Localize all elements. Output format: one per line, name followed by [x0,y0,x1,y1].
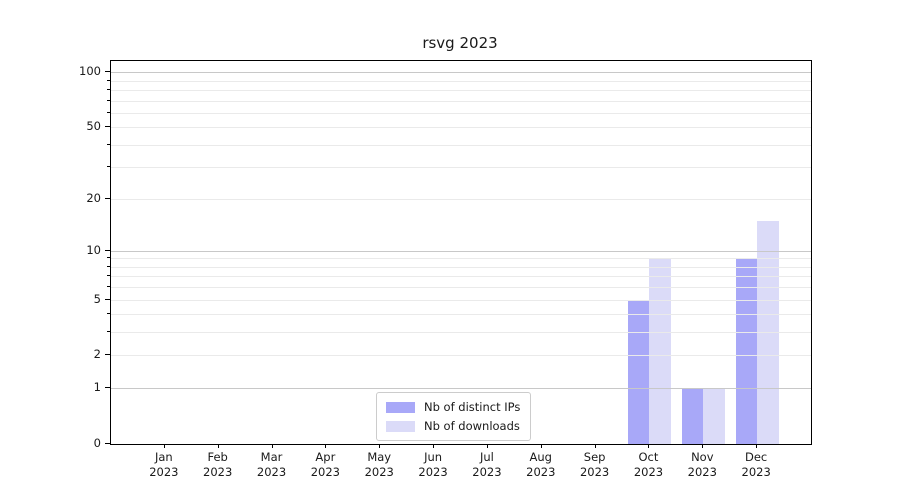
y-minor-tick-mark [107,197,110,199]
minor-gridline [111,144,811,146]
x-tick-mark [756,444,758,448]
minor-gridline [111,266,811,268]
x-tick-label: Jun 2023 [418,450,448,479]
chart-title: rsvg 2023 [422,34,498,52]
legend-label: Nb of downloads [424,419,520,433]
x-tick-mark [163,444,165,448]
minor-gridline [111,332,811,334]
y-tick-mark [105,249,110,251]
y-tick-mark [105,443,110,444]
x-tick-label: Mar 2023 [256,450,287,479]
x-tick-mark [379,444,381,448]
x-tick-mark [648,444,650,448]
x-tick-label: Oct 2023 [633,450,664,479]
bar-downloads [703,388,725,444]
y-minor-tick-mark [107,166,110,168]
x-tick-label: Feb 2023 [203,450,233,479]
minor-gridline [111,198,811,200]
legend-row: Nb of downloads [386,419,520,433]
legend: Nb of distinct IPs Nb of downloads [376,392,532,441]
y-tick-mark [105,71,110,73]
minor-gridline [111,355,811,357]
bar-distinct-ips [735,258,758,444]
x-tick-label: Aug 2023 [526,450,556,479]
y-minor-tick-mark [107,286,110,288]
minor-gridline [111,276,811,278]
legend-swatch [386,401,415,413]
minor-gridline [111,100,811,102]
minor-gridline [111,314,811,316]
y-tick-label: 100 [79,64,101,79]
major-gridline [111,388,811,390]
x-tick-mark [271,444,273,448]
y-tick-label: 1 [93,380,101,395]
y-minor-tick-mark [107,143,110,145]
x-tick-label: Jul 2023 [472,450,502,479]
y-minor-tick-mark [107,99,110,101]
minor-gridline [111,299,811,301]
x-tick-mark [594,444,596,448]
y-tick-label: 2 [93,347,101,362]
y-tick-mark [105,387,110,389]
x-tick-label: Dec 2023 [741,450,771,479]
major-gridline [111,250,811,252]
bar-distinct-ips [681,388,704,444]
y-minor-tick-mark [107,257,110,259]
plot-area [110,60,812,445]
y-minor-tick-mark [107,275,110,277]
y-tick-label: 10 [86,242,101,257]
major-gridline [111,72,811,74]
x-tick-label: Sep 2023 [579,450,610,479]
y-minor-tick-mark [107,111,110,113]
legend-swatch [386,420,415,432]
x-tick-label: Apr 2023 [310,450,341,479]
x-tick-label: Nov 2023 [687,450,717,479]
x-tick-label: Jan 2023 [149,450,179,479]
x-tick-mark [433,444,435,448]
minor-gridline [111,89,811,91]
minor-gridline [111,258,811,260]
y-minor-tick-mark [107,126,110,128]
x-tick-mark [325,444,327,448]
y-tick-label: 5 [93,291,101,306]
y-minor-tick-mark [107,354,110,356]
y-minor-tick-mark [107,88,110,90]
legend-label: Nb of distinct IPs [424,400,521,414]
y-minor-tick-mark [107,79,110,81]
y-minor-tick-mark [107,265,110,267]
x-tick-mark [702,444,704,448]
bar-downloads [649,258,671,444]
legend-row: Nb of distinct IPs [386,400,520,414]
x-tick-mark [486,444,488,448]
y-tick-label: 50 [86,119,101,134]
y-tick-label: 20 [86,190,101,205]
y-minor-tick-mark [107,331,110,333]
minor-gridline [111,287,811,289]
minor-gridline [111,80,811,82]
y-minor-tick-mark [107,298,110,300]
minor-gridline [111,127,811,129]
x-tick-mark [540,444,542,448]
y-tick-label: 0 [93,436,101,450]
bar-distinct-ips [627,299,650,444]
x-tick-label: May 2023 [364,450,394,479]
x-tick-mark [217,444,219,448]
minor-gridline [111,112,811,114]
minor-gridline [111,167,811,169]
y-minor-tick-mark [107,313,110,315]
